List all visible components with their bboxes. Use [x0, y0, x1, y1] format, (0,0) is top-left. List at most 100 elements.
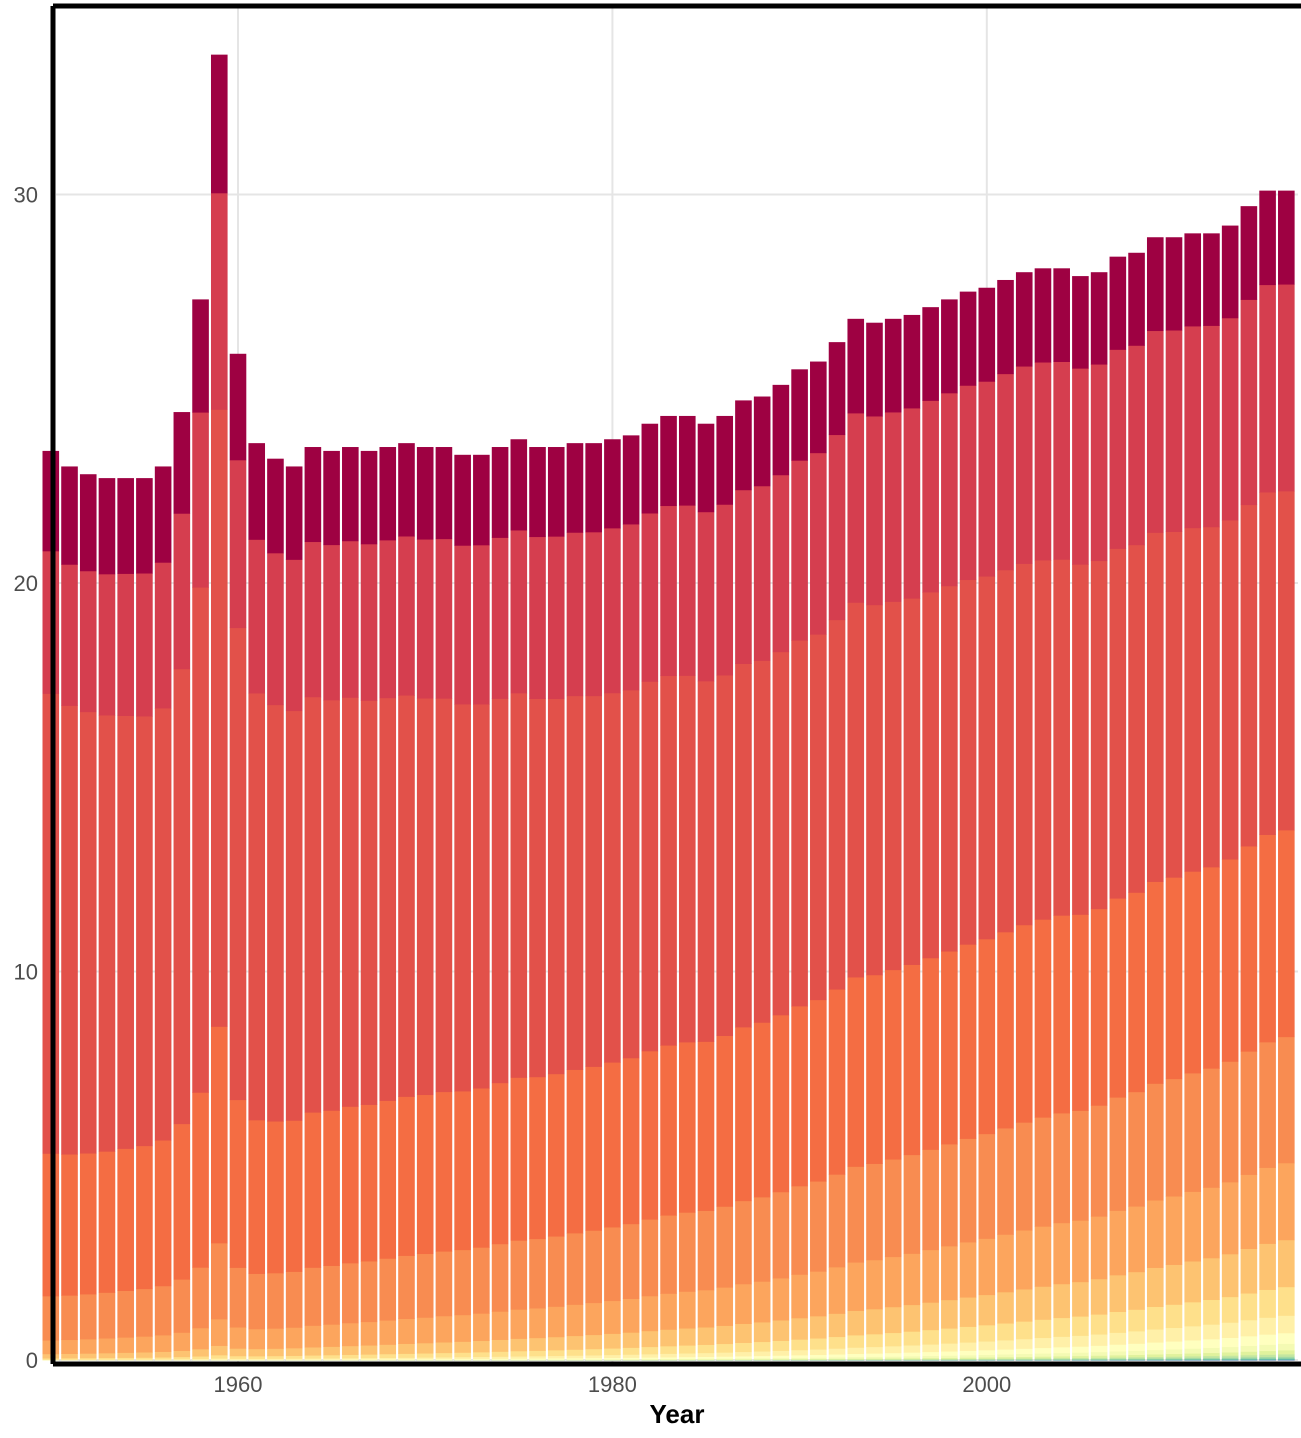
bar-segment	[1053, 1112, 1070, 1224]
bar-segment	[810, 1358, 827, 1360]
bar-segment	[154, 1351, 172, 1358]
bar-segment	[622, 524, 640, 691]
bar-segment	[1184, 1261, 1202, 1303]
bar-stack-2012	[1203, 233, 1220, 1361]
bar-segment	[1240, 846, 1258, 1052]
bar-segment	[379, 1359, 397, 1361]
bar-segment	[660, 1293, 677, 1330]
bar-segment	[791, 640, 808, 1007]
bar-segment	[941, 392, 958, 587]
bar-segment	[547, 1355, 565, 1359]
bar-segment	[828, 1354, 846, 1358]
bar-segment	[1109, 1357, 1127, 1359]
bar-segment	[1240, 1051, 1258, 1175]
bar-segment	[1278, 1036, 1295, 1164]
bar-segment	[473, 1247, 490, 1314]
bar-segment	[1034, 1337, 1052, 1349]
bar-segment	[379, 1320, 397, 1345]
bar-segment	[491, 1356, 509, 1359]
bar-segment	[323, 1110, 340, 1266]
bar-stack-1980	[604, 439, 621, 1361]
bar-segment	[323, 1324, 340, 1347]
bar-segment	[585, 1066, 602, 1231]
bar-stack-2003	[1034, 268, 1052, 1361]
bar-segment	[716, 1356, 734, 1359]
bar-segment	[828, 1174, 846, 1268]
bar-segment	[323, 1346, 340, 1356]
bar-segment	[547, 1306, 565, 1338]
bar-segment	[547, 1073, 565, 1237]
bar-stack-2007	[1109, 256, 1127, 1361]
bar-segment	[791, 1274, 808, 1319]
bar-segment	[547, 1336, 565, 1351]
bar-segment	[604, 1333, 621, 1349]
bar-segment	[1184, 1191, 1202, 1262]
bar-segment	[1259, 1344, 1276, 1352]
bar-segment	[1090, 1358, 1108, 1360]
bar-segment	[1165, 1353, 1183, 1357]
bar-stack-1974	[491, 447, 509, 1361]
bar-segment	[884, 1359, 902, 1360]
bar-segment	[997, 1291, 1014, 1324]
bar-segment	[978, 287, 996, 382]
bar-segment	[1090, 364, 1108, 562]
bar-stack-2014	[1240, 206, 1258, 1361]
bar-segment	[828, 434, 846, 621]
bar-segment	[1203, 1352, 1220, 1357]
bar-segment	[248, 1273, 266, 1330]
bar-segment	[997, 931, 1014, 1129]
bar-segment	[510, 1077, 528, 1241]
bar-segment	[435, 1358, 453, 1360]
bar-stack-1972	[454, 454, 471, 1361]
bar-segment	[547, 1236, 565, 1307]
bar-segment	[1278, 190, 1295, 285]
bar-segment	[360, 1357, 378, 1360]
bar-segment	[1109, 898, 1127, 1098]
bar-segment	[866, 1346, 883, 1354]
bar-segment	[454, 1352, 471, 1358]
bar-segment	[79, 1359, 97, 1361]
bar-segment	[959, 1242, 977, 1298]
bar-segment	[1221, 1322, 1239, 1338]
bar-segment	[866, 974, 883, 1164]
bar-segment	[416, 1358, 434, 1360]
bar-segment	[136, 573, 153, 717]
bar-segment	[136, 478, 153, 574]
bar-segment	[229, 1327, 247, 1349]
bar-segment	[884, 1352, 902, 1357]
bar-segment	[772, 1278, 790, 1321]
bar-segment	[1128, 345, 1145, 546]
bar-segment	[491, 1311, 509, 1340]
bar-segment	[791, 369, 808, 461]
bar-stack-2006	[1090, 272, 1108, 1361]
bar-segment	[922, 1357, 939, 1360]
bar-segment	[1221, 1061, 1239, 1183]
bar-segment	[1128, 1356, 1145, 1359]
bar-segment	[1278, 1353, 1295, 1357]
bar-stack-1997	[922, 307, 939, 1361]
bar-segment	[1015, 1353, 1033, 1357]
bar-segment	[678, 1356, 696, 1359]
bar-stack-1991	[810, 361, 827, 1361]
bar-stack-1970	[416, 447, 434, 1361]
bar-segment	[604, 1357, 621, 1360]
bar-segment	[61, 705, 78, 1155]
bar-segment	[547, 1359, 565, 1361]
bar-segment	[716, 1035, 734, 1207]
bar-segment	[622, 1057, 640, 1225]
bar-segment	[117, 1359, 134, 1361]
bar-segment	[510, 1338, 528, 1352]
bar-segment	[1072, 1110, 1089, 1221]
bar-segment	[529, 1359, 546, 1361]
bar-segment	[1034, 268, 1052, 363]
bar-segment	[1184, 326, 1202, 529]
bar-segment	[866, 1358, 883, 1360]
bar-segment	[810, 1271, 827, 1317]
bar-segment	[753, 1351, 771, 1357]
bar-segment	[267, 1272, 284, 1329]
bar-segment	[1203, 325, 1220, 528]
bar-segment	[98, 1338, 116, 1354]
bar-segment	[622, 1223, 640, 1299]
bar-segment	[884, 1306, 902, 1334]
bar-segment	[791, 1354, 808, 1358]
